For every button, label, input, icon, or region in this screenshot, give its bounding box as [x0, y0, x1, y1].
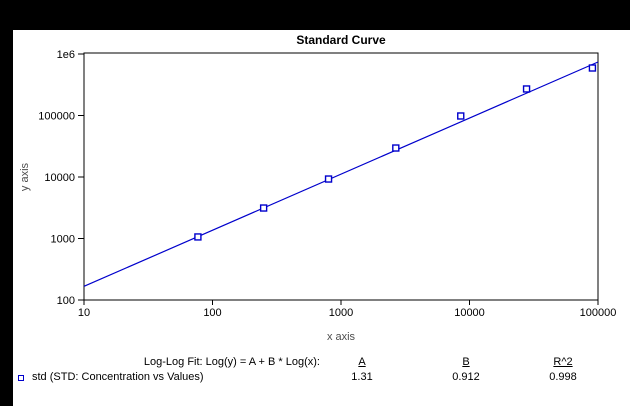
- data-point-marker: [324, 175, 333, 183]
- column-header-r2: R^2: [553, 356, 573, 368]
- x-axis-label: x axis: [327, 331, 356, 343]
- fit-equation-label: Log-Log Fit: Log(y) = A + B * Log(x):: [143, 356, 320, 368]
- data-point-marker: [522, 85, 531, 93]
- x-tick-label: 1000: [329, 307, 353, 319]
- x-tick-label: 100000: [580, 307, 617, 319]
- x-tick-label: 10: [78, 307, 90, 319]
- fit-b-value: 0.912: [452, 371, 480, 383]
- data-point-marker: [194, 233, 202, 241]
- y-tick-label: 10000: [44, 172, 75, 184]
- y-tick-label: 1e6: [57, 49, 75, 61]
- y-tick-label: 100000: [38, 111, 75, 123]
- data-point-marker: [259, 204, 268, 212]
- fit-line: [83, 61, 599, 287]
- data-point-marker: [392, 144, 400, 152]
- plot-frame: [83, 52, 599, 301]
- x-tick-label: 10000: [454, 307, 485, 319]
- legend-series-label: std (STD: Concentration vs Values): [32, 371, 204, 383]
- y-tick-label: 100: [57, 295, 75, 307]
- fit-a-value: 1.31: [351, 371, 373, 383]
- data-point-marker: [457, 112, 465, 120]
- chart-title: Standard Curve: [296, 33, 386, 47]
- chart-panel-corner: [0, 406, 13, 413]
- fit-r2-value: 0.998: [549, 371, 577, 383]
- y-tick-label: 1000: [51, 234, 75, 246]
- column-header-a: A: [358, 356, 366, 368]
- column-header-b: B: [462, 356, 470, 368]
- chart-panel: [13, 30, 630, 413]
- y-axis-label: y axis: [19, 162, 31, 191]
- data-point-marker: [588, 64, 597, 72]
- legend-series-marker-icon: [18, 375, 24, 381]
- x-tick-label: 100: [203, 307, 221, 319]
